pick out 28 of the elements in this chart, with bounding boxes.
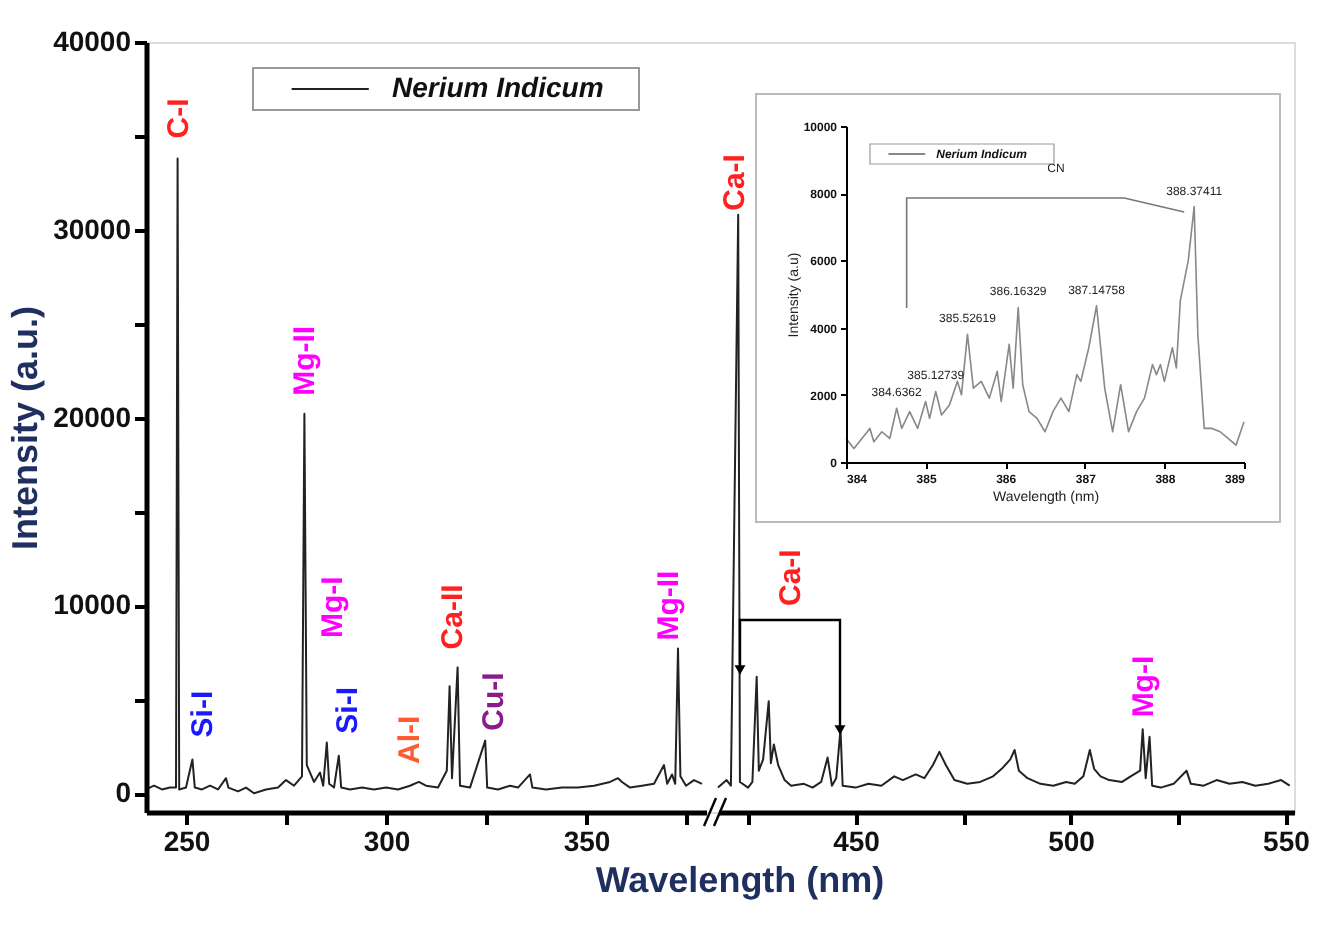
annotation: Ca-II — [435, 584, 470, 650]
line-series — [845, 205, 1245, 450]
y-tick-label: 0 — [115, 776, 132, 809]
x-tick-label: 550 — [1263, 825, 1311, 857]
y-tick-label: 10000 — [53, 588, 132, 621]
y-tick-label: 30000 — [53, 212, 132, 245]
annotation: Mg-I — [1126, 655, 1161, 718]
y-tick-label: 40000 — [53, 25, 132, 57]
annotation: Mg-II — [652, 570, 686, 641]
x-axis-title: Wavelength (nm) — [595, 860, 885, 900]
annotation: Cu-I — [477, 672, 512, 731]
y-axis-title: Intensity (a.u.) — [5, 305, 46, 551]
annotation: C-I — [161, 98, 196, 139]
x-tick-label: 300 — [363, 825, 411, 857]
y-tick-label: 20000 — [53, 400, 132, 433]
annotation: Mg-I — [316, 576, 350, 638]
annotation: Si-I — [330, 686, 365, 734]
x-tick-label: 350 — [563, 825, 611, 857]
annotation: Al-I — [392, 715, 427, 764]
x-tick-label: 450 — [833, 825, 881, 857]
annotation: Si-I — [186, 690, 221, 738]
annotation: Mg-II — [288, 325, 323, 396]
legend-label: Nerium Indicum — [391, 71, 604, 103]
x-tick-label: 500 — [1048, 825, 1096, 857]
x-tick-label: 250 — [163, 825, 211, 857]
line-series — [145, 157, 703, 795]
annotation: Ca-I — [774, 549, 808, 606]
annotation: Ca-I — [718, 154, 753, 211]
